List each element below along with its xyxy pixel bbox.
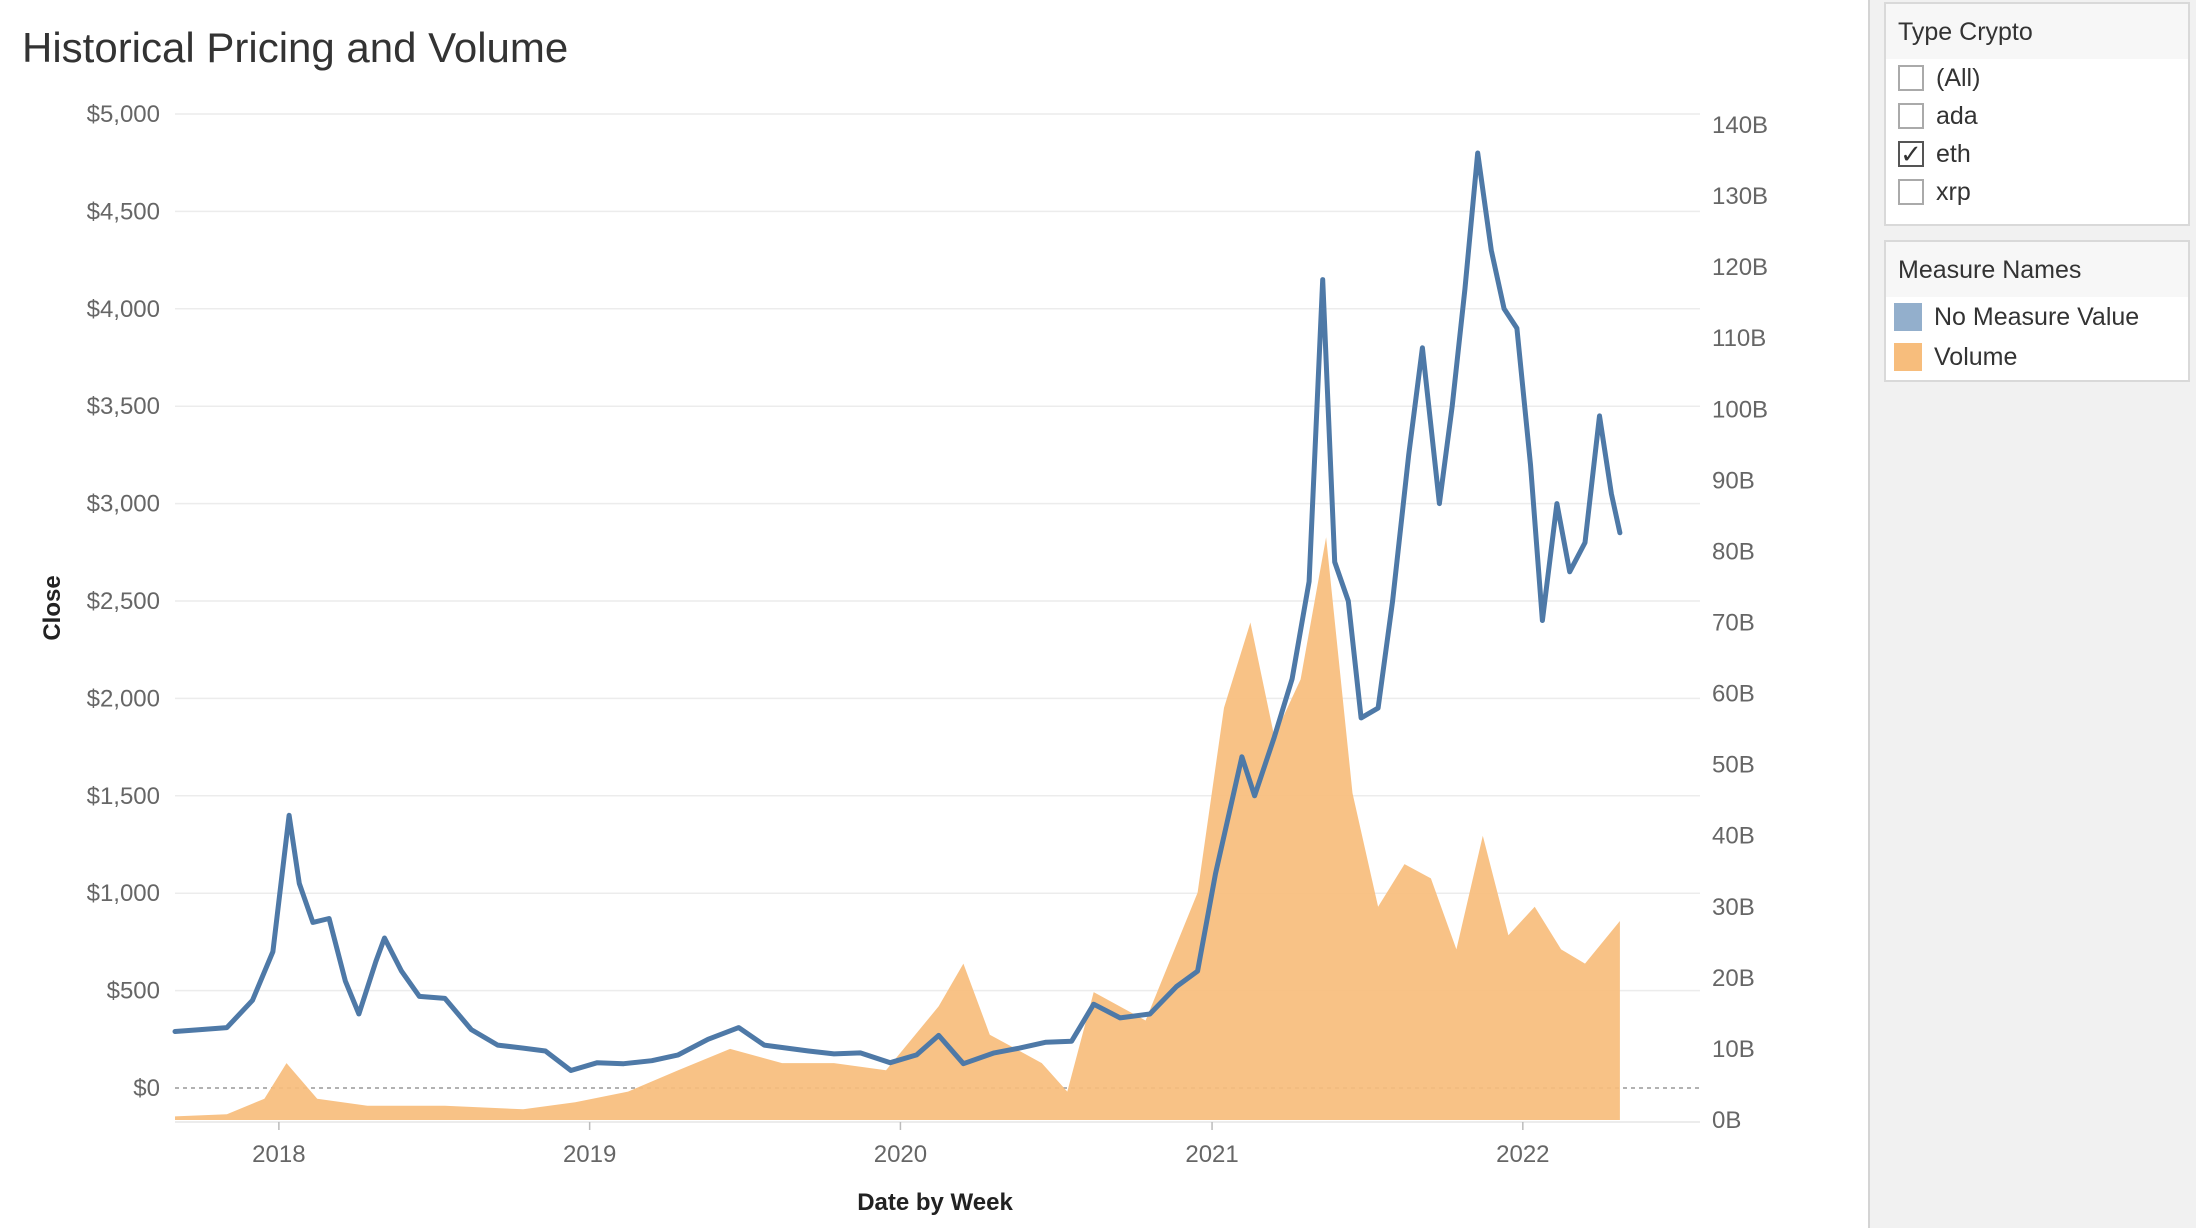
close-layer [172, 150, 1623, 1073]
filter-option-label: xrp [1936, 177, 1971, 206]
chart-svg: $5,000 $4,500 $4,000 $3,500 $3,000 $2,500 $2,0… [39, 101, 1768, 1216]
y-right-tick-label: 120B [1712, 254, 1768, 281]
x-axis-title: Date by Week [857, 1189, 1013, 1216]
legend-label: No Measure Value [1934, 302, 2140, 331]
checkbox-xrp[interactable] [1898, 179, 1924, 205]
axis-layer: $5,000 $4,500 $4,000 $3,500 $3,000 $2,500 $2,0… [87, 101, 1768, 1168]
y-left-tick-label: $500 [107, 978, 160, 1005]
legend-card-measure-names: Measure Names No Measure Value Volume [1884, 240, 2190, 382]
y-left-tick-label: $5,000 [87, 101, 160, 128]
legend-title: Measure Names [1886, 242, 2188, 297]
y-left-tick-label: $1,500 [87, 783, 160, 810]
close-price-line [172, 150, 1623, 1073]
filter-option-label: ada [1936, 101, 1978, 130]
y-left-tick-label: $3,000 [87, 491, 160, 518]
volume-layer [175, 537, 1620, 1120]
y-right-tick-label: 40B [1712, 823, 1755, 850]
x-tick-label: 2020 [874, 1141, 927, 1168]
filter-option-label: (All) [1936, 63, 1981, 92]
filter-option-xrp[interactable]: xrp [1886, 173, 2188, 211]
y-left-tick-label: $4,500 [87, 198, 160, 225]
y-right-tick-label: 10B [1712, 1036, 1755, 1063]
chart-title: Historical Pricing and Volume [22, 24, 569, 71]
checkbox-ada[interactable] [1898, 103, 1924, 129]
y-left-tick-label: $2,000 [87, 685, 160, 712]
y-right-tick-label: 100B [1712, 396, 1768, 423]
legend-item-no-measure-value[interactable]: No Measure Value [1886, 297, 2188, 337]
y-left-tick-label: $2,500 [87, 588, 160, 615]
x-tick-label: 2022 [1496, 1141, 1549, 1168]
y-left-tick-label: $0 [133, 1075, 160, 1102]
filter-option-label: eth [1936, 139, 1971, 168]
y-right-tick-label: 80B [1712, 538, 1755, 565]
checkbox-all[interactable] [1898, 65, 1924, 91]
filter-option-ada[interactable]: ada [1886, 97, 2188, 135]
filter-option-eth[interactable]: ✓ eth [1886, 135, 2188, 173]
x-tick-label: 2018 [252, 1141, 305, 1168]
legend-item-volume[interactable]: Volume [1886, 337, 2188, 377]
x-tick-label: 2019 [563, 1141, 616, 1168]
legend-swatch [1894, 303, 1922, 331]
y-right-tick-label: 0B [1712, 1107, 1741, 1134]
y-right-tick-label: 70B [1712, 610, 1755, 637]
y-right-tick-label: 110B [1712, 325, 1766, 352]
y-axis-title: Close [39, 575, 66, 640]
y-left-tick-label: $3,500 [87, 393, 160, 420]
y-right-tick-label: 20B [1712, 965, 1755, 992]
y-right-tick-label: 140B [1712, 112, 1768, 139]
volume-area [175, 537, 1620, 1120]
chart-pane: Historical Pricing and Volume $5,000 $4,5… [0, 0, 1870, 1228]
y-right-tick-label: 130B [1712, 183, 1768, 210]
y-right-tick-label: 60B [1712, 681, 1755, 708]
y-right-tick-label: 50B [1712, 752, 1755, 779]
filter-option-all[interactable]: (All) [1886, 59, 2188, 97]
y-left-tick-label: $4,000 [87, 296, 160, 323]
filter-title: Type Crypto [1886, 4, 2188, 59]
y-left-tick-label: $1,000 [87, 880, 160, 907]
legend-label: Volume [1934, 342, 2018, 371]
x-tick-label: 2021 [1185, 1141, 1238, 1168]
checkbox-eth-checked[interactable]: ✓ [1898, 141, 1924, 167]
filter-card-type-crypto: Type Crypto (All) ada ✓ eth xrp [1884, 2, 2190, 226]
y-right-tick-label: 30B [1712, 894, 1755, 921]
y-right-tick-label: 90B [1712, 467, 1755, 494]
legend-swatch [1894, 343, 1922, 371]
